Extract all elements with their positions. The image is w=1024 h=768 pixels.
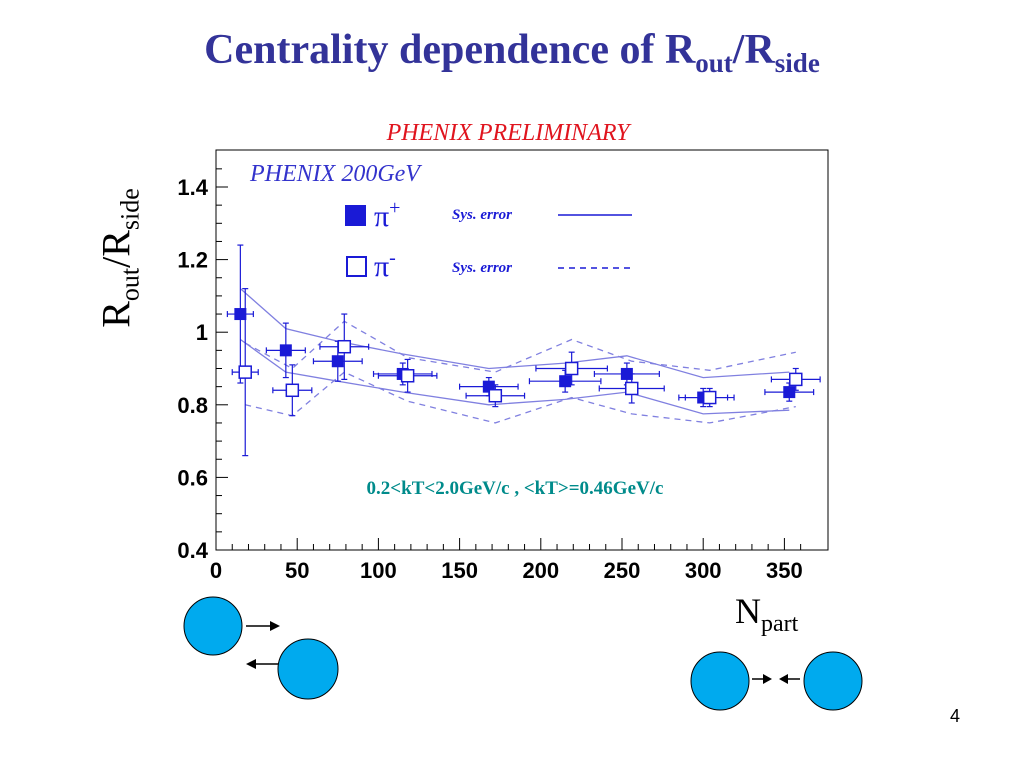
data-point-pi-plus: [620, 367, 633, 380]
legend-label-pi-plus: π+: [374, 197, 400, 233]
data-point-pi-minus: [285, 383, 300, 398]
y-tick-label: 0.4: [177, 538, 208, 563]
x-axis-label: Npart: [735, 590, 798, 638]
data-point-pi-plus: [234, 308, 247, 321]
x-tick-label: 50: [285, 558, 309, 583]
inner-title: PHENIX 200GeV: [249, 161, 422, 187]
arrowhead-icon: [270, 621, 280, 631]
legend-syserr-label-minus: Sys. error: [452, 260, 512, 276]
data-point-pi-minus: [624, 381, 639, 396]
legend: π+ Sys. error π- Sys. error: [345, 197, 632, 283]
data-point-pi-plus: [783, 386, 796, 399]
data-point-pi-plus: [331, 355, 344, 368]
legend-label-pi-minus: π-: [374, 247, 396, 283]
xlabel-main: N: [735, 591, 761, 631]
sys-band-pi-minus-lower: [245, 371, 796, 424]
x-tick-label: 300: [685, 558, 722, 583]
kt-annotation: 0.2<kT<2.0GeV/c , <kT>=0.46GeV/c: [367, 478, 664, 499]
data-point-pi-minus: [488, 388, 503, 403]
title-sub-side: side: [774, 48, 820, 78]
y-tick-label: 1.2: [177, 248, 208, 273]
title-slash: /R: [732, 27, 775, 73]
data-point-pi-minus: [789, 372, 803, 387]
x-tick-label: 350: [766, 558, 803, 583]
y-tick-label: 0.6: [177, 465, 208, 490]
y-tick-label: 1.4: [177, 175, 208, 200]
collision-diagram-central: [690, 651, 863, 711]
preliminary-banner: PHENIX PRELIMINARY: [386, 120, 633, 146]
arrowhead-icon: [763, 674, 772, 684]
x-tick-label: 250: [604, 558, 641, 583]
data-point-pi-minus: [400, 369, 415, 383]
data-point-pi-plus: [279, 344, 292, 357]
systematic-error-bands: [239, 288, 796, 424]
x-tick-label: 150: [441, 558, 478, 583]
page-number: 4: [950, 706, 961, 726]
sys-band-pi-plus-upper: [239, 288, 790, 379]
nucleus-circle: [803, 651, 863, 711]
nucleus-circle: [277, 638, 339, 700]
x-tick-label: 200: [522, 558, 559, 583]
legend-syserr-label-plus: Sys. error: [452, 207, 512, 223]
legend-marker-pi-minus: [346, 256, 367, 277]
legend-marker-pi-plus: [345, 205, 366, 226]
data-point-pi-minus: [337, 339, 352, 354]
arrowhead-icon: [779, 674, 788, 684]
nucleus-circle: [690, 651, 750, 711]
data-point-pi-minus: [564, 361, 579, 376]
x-tick-label: 100: [360, 558, 397, 583]
sys-band-pi-minus-upper: [244, 320, 796, 373]
title-main: Centrality dependence of R: [204, 27, 696, 73]
data-points: [226, 244, 821, 457]
y-tick-label: 1: [196, 320, 208, 345]
slide-title: Centrality dependence of Rout/Rside: [0, 26, 1024, 79]
nucleus-circle: [183, 596, 243, 656]
y-tick-label: 0.8: [177, 393, 208, 418]
data-point-pi-minus: [238, 365, 252, 379]
arrowhead-icon: [246, 659, 256, 669]
xlabel-sub: part: [761, 611, 799, 638]
data-point-pi-minus: [702, 390, 717, 405]
axes: 0 50 100 150 200 250 300 350 0.4 0.6 0.8 1 1.2 1.4: [177, 168, 803, 583]
data-point-pi-plus: [559, 375, 572, 388]
collision-diagram-peripheral: [183, 596, 339, 700]
plot-frame: [215, 149, 829, 551]
x-tick-label: 0: [210, 558, 222, 583]
title-sub-out: out: [695, 48, 733, 78]
sys-band-pi-plus-lower: [240, 338, 790, 415]
